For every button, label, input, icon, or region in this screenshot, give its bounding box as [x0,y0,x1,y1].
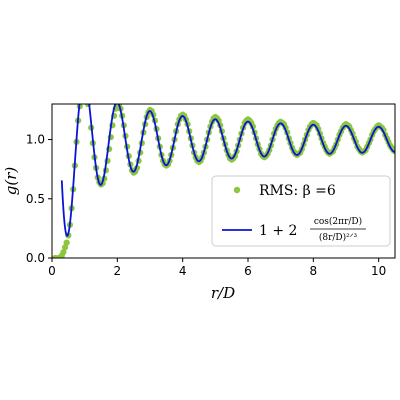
y-axis-label: g(r) [2,167,20,196]
legend-box [211,175,391,247]
x-tick-label: 10 [371,264,386,278]
legend-line-label-numerator: cos(2πr/D) [314,216,362,227]
legend-scatter-marker [233,186,241,194]
plot-frame [51,103,396,259]
x-axis-label: r/D [211,284,235,302]
fit-line [60,104,395,237]
scatter-point [82,95,88,101]
x-tick-label: 4 [179,264,187,278]
series-layer [52,95,395,258]
x-tick-label: 0 [48,264,56,278]
x-tick-label: 8 [310,264,318,278]
legend-line-label-lead: 1 + 2 [259,223,297,239]
axis-layer: 0 2 4 6 8 10 0.0 0.5 1.0 [26,133,386,278]
legend: RMS: β =6 1 + 2 cos(2πr/D) (8r/D)²ᐟ³ [211,175,391,247]
legend-scatter-label: RMS: β =6 [259,183,336,199]
x-tick-label: 2 [114,264,122,278]
scatter-point [61,244,69,251]
y-tick-label: 0.5 [26,192,45,206]
scatter-point [60,248,67,256]
legend-line-label-denominator: (8r/D)²ᐟ³ [319,232,358,243]
scatter-point [63,239,70,246]
x-tick-label: 6 [244,264,252,278]
y-tick-label: 1.0 [26,133,45,147]
y-tick-label: 0.0 [26,251,45,265]
